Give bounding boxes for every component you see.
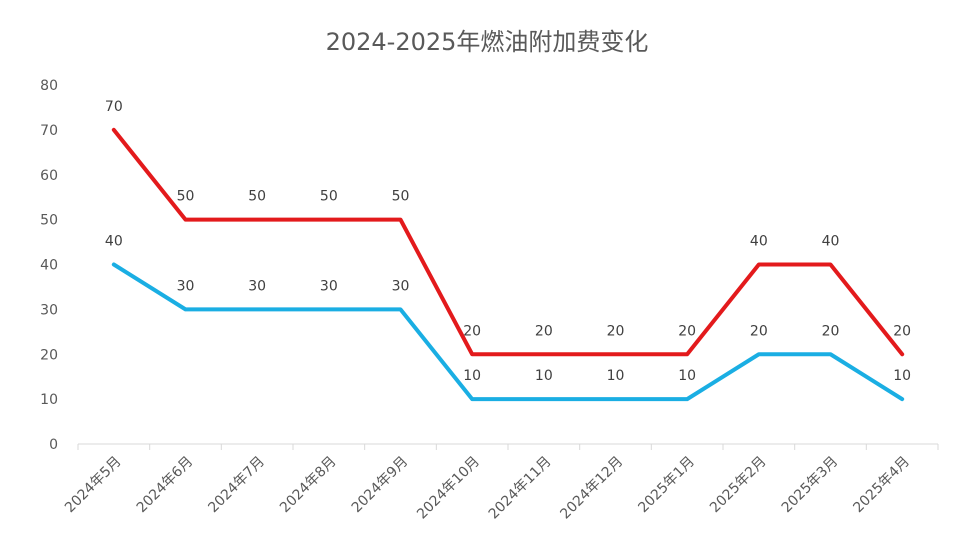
data-label-series-1: 20 [535, 323, 553, 339]
y-tick-label: 80 [40, 78, 58, 94]
data-label-series-1: 20 [607, 323, 625, 339]
chart-title: 2024-2025年燃油附加费变化 [325, 28, 649, 56]
series-line-2 [111, 262, 905, 402]
x-tick-label: 2025年3月 [779, 454, 842, 517]
x-tick-label: 2025年2月 [707, 454, 770, 517]
x-tick-label: 2024年10月 [414, 454, 483, 523]
x-tick-label: 2024年8月 [277, 454, 340, 517]
data-label-series-1: 50 [392, 189, 410, 205]
data-label-series-1: 20 [463, 323, 481, 339]
x-tick-label: 2024年6月 [134, 454, 197, 517]
x-tick-label: 2024年5月 [62, 454, 125, 517]
data-label-series-2: 20 [750, 323, 768, 339]
data-label-series-2: 20 [822, 323, 840, 339]
x-tick-label: 2025年1月 [635, 454, 698, 517]
data-label-series-2: 40 [105, 234, 123, 250]
y-tick-label: 70 [40, 123, 58, 139]
data-label-series-1: 50 [177, 189, 195, 205]
data-label-series-2: 10 [678, 368, 696, 384]
y-tick-label: 50 [40, 213, 58, 229]
y-tick-label: 60 [40, 168, 58, 184]
x-tick-label: 2024年7月 [205, 454, 268, 517]
data-label-series-2: 10 [535, 368, 553, 384]
series-line-1 [111, 127, 905, 357]
data-label-series-1: 70 [105, 99, 123, 115]
data-label-series-2: 30 [320, 278, 338, 294]
y-tick-label: 40 [40, 258, 58, 274]
y-tick-label: 20 [40, 347, 58, 363]
x-tick-label: 2024年12月 [557, 454, 626, 523]
data-label-series-1: 40 [750, 234, 768, 250]
data-label-series-1: 50 [320, 189, 338, 205]
x-tick-label: 2025年4月 [850, 454, 913, 517]
data-label-series-1: 50 [248, 189, 266, 205]
data-label-series-2: 10 [893, 368, 911, 384]
data-label-series-2: 10 [463, 368, 481, 384]
x-tick-label: 2024年9月 [349, 454, 412, 517]
data-label-series-1: 20 [893, 323, 911, 339]
data-label-series-1: 40 [822, 234, 840, 250]
data-label-series-2: 30 [177, 278, 195, 294]
data-label-series-2: 10 [607, 368, 625, 384]
y-tick-label: 30 [40, 302, 58, 318]
data-label-series-2: 30 [248, 278, 266, 294]
y-tick-label: 0 [49, 437, 58, 453]
data-label-series-2: 30 [392, 278, 410, 294]
data-label-series-1: 20 [678, 323, 696, 339]
x-tick-label: 2024年11月 [486, 454, 555, 523]
y-tick-label: 10 [40, 392, 58, 408]
